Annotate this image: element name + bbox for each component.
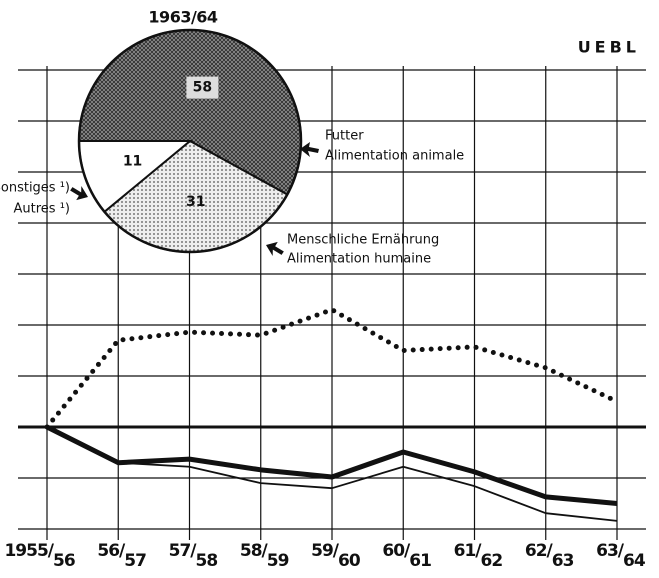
pie-title: 1963/64	[148, 8, 218, 27]
value-label-bg	[186, 76, 219, 99]
lines	[44, 307, 620, 522]
slice-label: Menschliche Ernährung	[287, 233, 439, 248]
slice-label: Alimentation humaine	[287, 252, 431, 267]
arrow	[300, 142, 319, 157]
line-series	[46, 426, 618, 522]
x-tick-label: 61/62	[454, 541, 503, 571]
pie: 58 Futter Alimentation animale 31 Menschlich…	[0, 28, 464, 267]
x-tick-label: 62/63	[525, 541, 574, 571]
value-label: 31	[186, 194, 205, 210]
arrow	[70, 186, 88, 201]
x-tick-label: 63/64	[596, 541, 646, 571]
line-series	[44, 307, 620, 430]
x-tick-label: 59/60	[311, 541, 361, 571]
slice-label: Alimentation animale	[325, 149, 464, 164]
x-tick-label: 57/58	[169, 541, 218, 571]
slice-label: Futter	[325, 129, 364, 144]
x-tick-label: 56/57	[97, 541, 146, 571]
value-label: 11	[123, 154, 142, 170]
slice-label: Sonstiges ¹)	[0, 181, 70, 196]
value-label: 58	[193, 80, 212, 96]
arrow	[266, 241, 284, 256]
x-tick-label: 60/61	[382, 541, 431, 571]
x-tick-label: 58/59	[240, 541, 289, 571]
pie-outline	[77, 28, 303, 254]
line-series	[45, 424, 618, 506]
chart-title: UEBL	[578, 38, 640, 57]
slice-label: Autres ¹)	[14, 202, 70, 217]
x-tick-label: 1955/56	[4, 541, 74, 571]
